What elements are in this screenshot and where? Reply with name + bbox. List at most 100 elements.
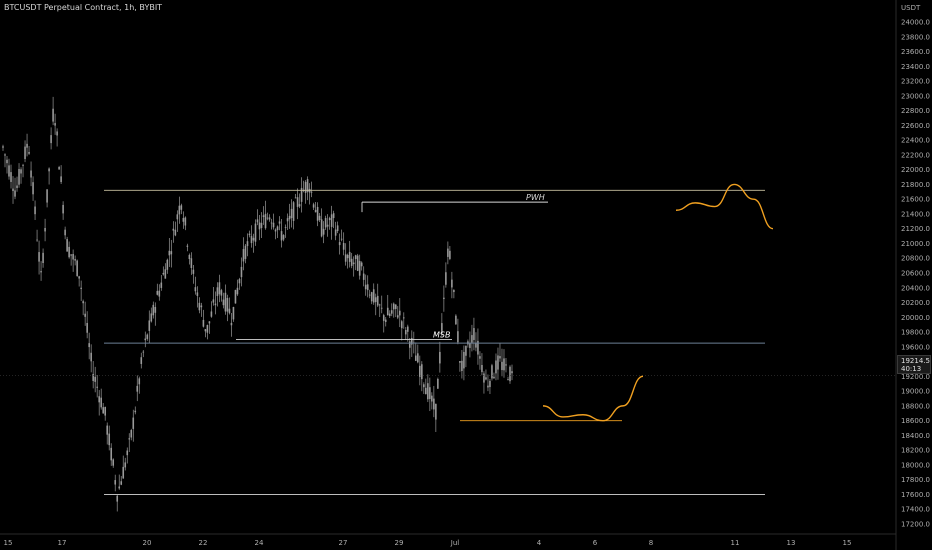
candle-body <box>236 287 239 295</box>
candle-body <box>358 260 361 276</box>
candle-body <box>380 307 383 309</box>
candle-body <box>238 279 241 284</box>
candle-body <box>290 208 293 219</box>
price-axis[interactable]: USDT 17200.0 17400.0 17600.0 17800.0 18000.0 1… <box>895 0 930 550</box>
candle-body <box>368 294 371 296</box>
candle-body <box>166 259 169 270</box>
projection-curve <box>675 183 774 230</box>
candle-body <box>248 233 251 236</box>
time-tick-label: 27 <box>339 539 348 547</box>
candle-body <box>370 292 373 302</box>
candle-body <box>176 214 179 220</box>
price-tick-label: 20000.0 <box>901 314 930 322</box>
candle-body <box>38 252 40 262</box>
candle-body <box>154 307 157 313</box>
candle-body <box>170 251 173 255</box>
candle-body <box>376 295 379 306</box>
candle-body <box>390 310 393 314</box>
candle-body <box>298 204 301 207</box>
candle-body <box>212 299 215 303</box>
candle-body <box>431 395 433 402</box>
pwh-label: PWH <box>526 193 545 202</box>
candle-body <box>314 209 317 213</box>
candle-body <box>84 313 86 317</box>
price-tick-label: 20200.0 <box>901 299 930 307</box>
candle-body <box>210 311 213 317</box>
candle-body <box>286 218 289 222</box>
candle-body <box>310 191 313 193</box>
price-tick-label: 17600.0 <box>901 491 930 499</box>
candle-body <box>473 328 475 340</box>
candle-body <box>50 135 52 144</box>
price-tick-label: 23200.0 <box>901 78 930 86</box>
time-axis[interactable]: 15 17 20 22 24 27 29 Jul 4 6 8 11 13 15 <box>0 533 896 547</box>
candle-body <box>204 329 207 332</box>
candle-body <box>497 355 499 370</box>
candle-body <box>292 202 295 221</box>
candle-body <box>451 279 453 288</box>
candle-body <box>190 258 193 268</box>
candle-body <box>98 396 100 403</box>
time-tick-label: 8 <box>649 539 653 547</box>
candle-body <box>392 303 395 310</box>
currency-label: USDT <box>901 4 921 12</box>
candle-body <box>419 365 421 377</box>
candle-body <box>158 290 161 297</box>
candle-body <box>388 313 391 316</box>
candle-body <box>172 228 175 231</box>
candle-body <box>278 221 281 224</box>
candle-body <box>82 301 84 304</box>
candle-body <box>469 343 471 348</box>
candle-body <box>320 219 323 237</box>
price-tick-label: 18000.0 <box>901 461 930 469</box>
candle-body <box>328 218 331 221</box>
candle-body <box>232 307 235 320</box>
candle-body <box>66 239 68 252</box>
level-lines: PWH MSB <box>0 189 896 495</box>
candle-body <box>168 250 171 256</box>
price-tick-label: 21400.0 <box>901 210 930 218</box>
candle-body <box>260 222 263 228</box>
candle-body <box>16 185 18 189</box>
candle-body <box>421 364 423 380</box>
time-tick-label: 29 <box>395 539 404 547</box>
candle-body <box>202 319 205 327</box>
candle-body <box>493 376 495 379</box>
candle-body <box>481 365 483 373</box>
candle-body <box>374 297 377 303</box>
price-tick-label: 21200.0 <box>901 225 930 233</box>
bar-countdown: 40:13 <box>901 365 922 373</box>
candle-body <box>459 361 461 363</box>
candle-body <box>142 351 145 353</box>
price-tick-label: 18200.0 <box>901 447 930 455</box>
candle-body <box>435 403 437 420</box>
candle-body <box>160 282 163 288</box>
candle-body <box>60 176 62 183</box>
candle-body <box>485 377 487 380</box>
price-tick-label: 20800.0 <box>901 255 930 263</box>
candle-body <box>441 323 443 334</box>
candle-body <box>509 366 511 382</box>
candle-body <box>348 251 351 262</box>
candle-body <box>282 235 285 240</box>
candle-body <box>447 248 449 257</box>
price-tick-label: 20600.0 <box>901 270 930 278</box>
candle-body <box>503 358 505 371</box>
candle-body <box>356 255 359 271</box>
candle-body <box>222 299 225 306</box>
price-tick-label: 21600.0 <box>901 196 930 204</box>
candle-body <box>360 262 363 267</box>
candle-body <box>334 229 337 236</box>
candle-body <box>146 334 149 339</box>
candle-body <box>224 292 227 312</box>
candle-body <box>457 331 459 343</box>
time-tick-label: 22 <box>199 539 208 547</box>
candle-body <box>471 335 473 343</box>
candle-body <box>322 228 325 235</box>
candle-body <box>216 287 219 297</box>
candle-body <box>110 447 113 461</box>
candle-body <box>366 284 369 291</box>
candle-body <box>36 239 38 241</box>
candle-body <box>280 231 283 241</box>
